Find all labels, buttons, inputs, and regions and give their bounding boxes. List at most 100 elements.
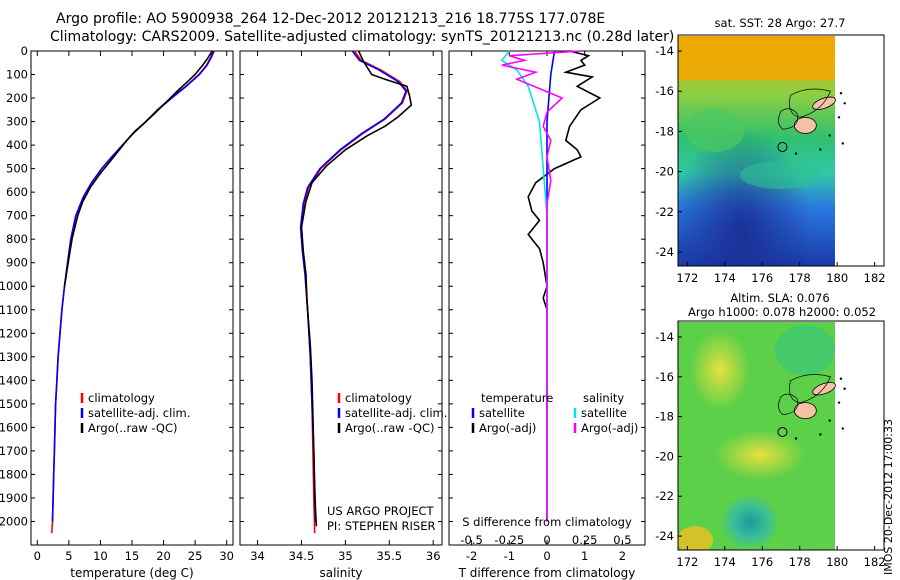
sst_map-xtick-label: 182 (864, 271, 886, 285)
sst_map-ytick-label: -18 (655, 124, 674, 138)
island-vanua-levu (812, 96, 836, 110)
islet (837, 116, 841, 119)
credit-line-1: US ARGO PROJECT (327, 504, 435, 518)
sst_map-frame (677, 34, 885, 267)
salinity-xtick-label: 35.5 (376, 549, 402, 563)
depth-tick-label: 1500 (0, 397, 28, 411)
sst-map-title: sat. SST: 28 Argo: 27.7 (715, 16, 846, 30)
salinity-xtick-label: 36 (426, 549, 441, 563)
sla-patch (775, 325, 835, 375)
depth-tick-label: 1300 (0, 350, 28, 364)
depth-tick-label: 1200 (0, 326, 28, 340)
islet (839, 377, 843, 380)
salinity-series-0 (300, 50, 408, 534)
sst-warm-band (678, 36, 835, 80)
sst-patch (685, 108, 745, 152)
salinity-legend-entry: climatology (345, 391, 412, 405)
temperature-frame (30, 50, 234, 546)
depth-tick-label: 1600 (0, 420, 28, 434)
islet (819, 433, 822, 436)
diff-legend-entry: Argo(-adj) (581, 421, 638, 435)
islet (837, 401, 841, 404)
salinity-diff-tick-label: 0 (543, 533, 550, 547)
diff-legend-temperature-header: temperature (481, 391, 553, 405)
sla_map-ytick-label: -14 (655, 330, 674, 344)
difference-xtick-label: 1 (581, 549, 588, 563)
temperature-series-2 (63, 50, 213, 287)
sst_map-ytick-label: -16 (655, 84, 674, 98)
sla_map-xtick-label: 176 (751, 555, 773, 569)
islet (843, 387, 846, 390)
depth-tick-label: 1100 (0, 303, 28, 317)
sst_map-ytick-label: -14 (655, 44, 674, 58)
salinity-diff-tick-label: -0.5 (460, 533, 482, 547)
depth-tick-label: 400 (6, 138, 28, 152)
diff-legend-entry: satellite (581, 406, 627, 420)
salinity-xtick-label: 35 (338, 549, 353, 563)
islet (794, 437, 798, 440)
sst_map-ytick-label: -24 (655, 245, 674, 259)
sla_map-ytick-label: -16 (655, 370, 674, 384)
sla_map-field (678, 322, 835, 550)
islet (828, 419, 831, 422)
sla-high-patch (678, 526, 713, 550)
sla_map-xtick-label: 180 (826, 555, 848, 569)
temperature-xtick-label: 25 (188, 549, 203, 563)
islet (841, 142, 844, 145)
temperature-panel: 0 5 10 15 20 25 300100200300400500600700800900… (0, 44, 234, 580)
sla_map-frame (677, 320, 885, 551)
depth-tick-label: 1800 (0, 467, 28, 481)
temperature-legend-entry: Argo(..raw -QC) (88, 421, 178, 435)
depth-tick-label: 1000 (0, 279, 28, 293)
temperature-xtick-label: 5 (65, 549, 72, 563)
islet (794, 152, 798, 155)
sla_map-xtick-label: 178 (789, 555, 811, 569)
sst_map-field (678, 36, 835, 266)
temperature-xtick-label: 30 (219, 549, 234, 563)
depth-tick-label: 1400 (0, 373, 28, 387)
sla_map-ytick-label: -18 (655, 410, 674, 424)
salinity-diff-tick-label: -0.25 (494, 533, 524, 547)
depth-tick-label: 0 (21, 44, 28, 58)
salinity-diff-tick-label: 0.5 (613, 533, 631, 547)
reef-outline (778, 108, 799, 130)
depth-tick-label: 1700 (0, 444, 28, 458)
islet (839, 92, 843, 95)
sla-low-eddy (720, 494, 780, 550)
salinity-xtick-label: 34 (250, 549, 265, 563)
sla_map-xtick-label: 172 (676, 555, 698, 569)
difference-xtick-label: 0 (543, 549, 550, 563)
depth-tick-label: 200 (6, 91, 28, 105)
sst_map-argo-position (777, 141, 788, 152)
temperature-xtick-label: 15 (125, 549, 140, 563)
sla_map-xtick-label: 174 (714, 555, 736, 569)
islet (828, 134, 831, 137)
sst_map-xtick-label: 172 (676, 271, 698, 285)
sla_map-ytick-label: -20 (655, 449, 674, 463)
salinity-series-2 (300, 50, 413, 527)
depth-tick-label: 500 (6, 162, 28, 176)
credit-line-2: PI: STEPHEN RISER (327, 519, 436, 533)
climatology-title: Climatology: CARS2009. Satellite-adjuste… (50, 29, 675, 45)
salinity-xlabel: salinity (319, 566, 362, 580)
sst_map-land (778, 88, 846, 155)
sla_map-ytick-label: -24 (655, 529, 674, 543)
depth-tick-label: 1900 (0, 491, 28, 505)
diff-legend-entry: Argo(-adj) (479, 421, 536, 435)
temperature-legend-entry: climatology (88, 391, 155, 405)
depth-tick-label: 900 (6, 256, 28, 270)
salinity-frame (239, 50, 443, 546)
diff-legend-salinity-header: salinity (583, 391, 624, 405)
difference-xtick-label: -1 (504, 549, 515, 563)
difference-xtick-label: 2 (619, 549, 626, 563)
sla-high-patch (715, 430, 805, 480)
salinity-legend-entry: satellite-adj. clim. (345, 406, 447, 420)
depth-tick-label: 2000 (0, 514, 28, 528)
temperature-diff-xlabel: T difference from climatology (458, 566, 636, 580)
difference-series-2 (500, 50, 548, 522)
sst_map-xtick-label: 176 (751, 271, 773, 285)
islet (841, 427, 844, 430)
islet (819, 148, 822, 151)
sst_map-xtick-label: 180 (826, 271, 848, 285)
